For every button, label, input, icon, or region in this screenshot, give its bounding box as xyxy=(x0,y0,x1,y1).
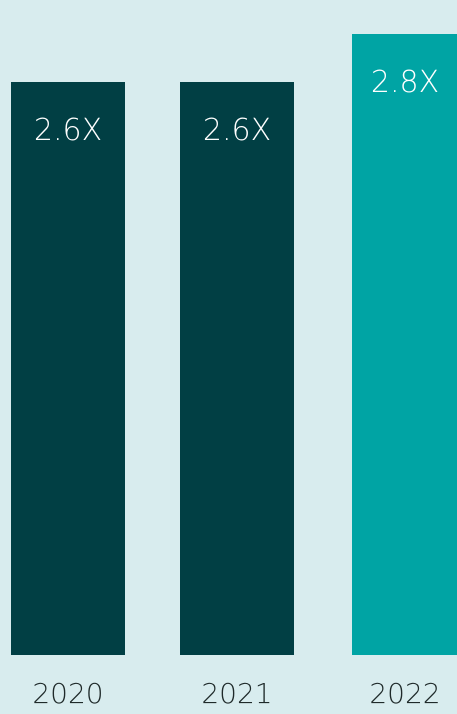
x-axis-ticks: 2020 2021 2022 xyxy=(32,677,440,710)
bar-2022 xyxy=(352,34,457,655)
bar-2020 xyxy=(11,82,125,655)
x-tick-2022: 2022 xyxy=(369,677,440,710)
x-tick-2021: 2021 xyxy=(201,677,272,710)
bar-2021 xyxy=(180,82,294,655)
x-tick-2020: 2020 xyxy=(32,677,103,710)
data-label-2022: 2.8X xyxy=(371,65,439,100)
bar-labels-group: 2.6X 2.6X 2.8X xyxy=(34,65,439,148)
data-label-2021: 2.6X xyxy=(203,113,271,148)
bars-group xyxy=(11,34,457,655)
data-label-2020: 2.6X xyxy=(34,113,102,148)
